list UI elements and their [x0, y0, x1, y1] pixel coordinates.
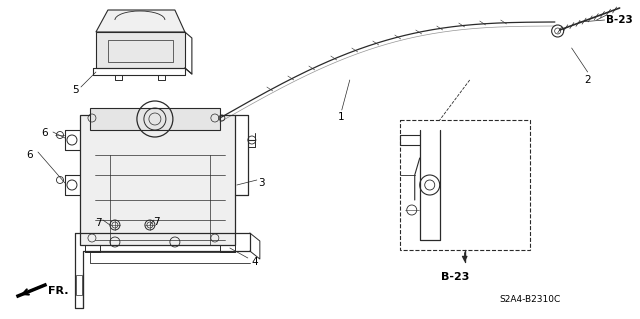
Text: FR.: FR.: [48, 286, 68, 296]
Text: 2: 2: [584, 75, 591, 85]
Polygon shape: [96, 10, 185, 32]
Text: S2A4-B2310C: S2A4-B2310C: [499, 295, 560, 305]
Text: 7: 7: [95, 218, 101, 228]
Text: 3: 3: [258, 178, 264, 188]
Text: 6: 6: [42, 128, 48, 138]
Text: B-23: B-23: [440, 272, 469, 282]
Text: 5: 5: [72, 85, 79, 95]
Text: 1: 1: [338, 112, 344, 122]
Text: 6: 6: [27, 150, 33, 160]
Bar: [90, 108, 220, 130]
Bar: [80, 115, 235, 245]
Bar: [108, 40, 173, 62]
Polygon shape: [96, 32, 185, 68]
Text: 7: 7: [154, 217, 160, 227]
Text: B-23: B-23: [605, 15, 632, 25]
Bar: [400, 120, 530, 250]
Text: 4: 4: [252, 257, 258, 267]
Bar: [76, 275, 82, 295]
